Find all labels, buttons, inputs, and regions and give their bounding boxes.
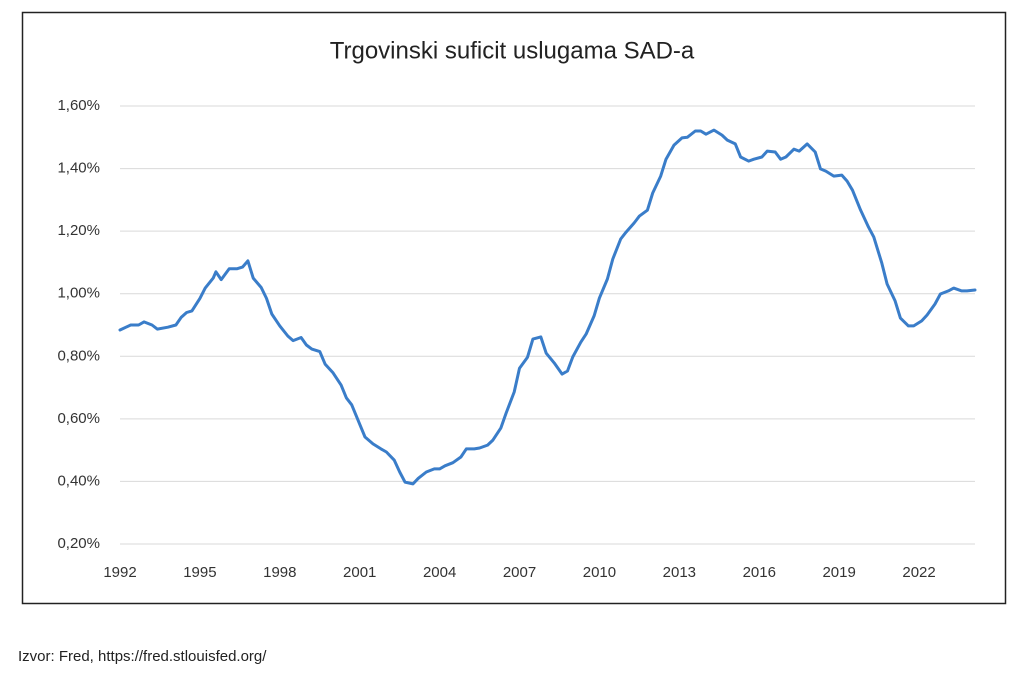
y-tick-label: 1,20% [57,222,100,239]
y-tick-label: 0,20% [57,535,100,552]
x-tick-label: 2019 [822,564,855,581]
y-tick-label: 0,60% [57,410,100,427]
chart-frame [21,11,1007,605]
source-note: Izvor: Fred, https://fred.stlouisfed.org… [18,648,267,665]
x-tick-label: 1992 [103,564,136,581]
x-tick-label: 1998 [263,564,296,581]
data-line [118,128,977,486]
y-tick-label: 1,40% [57,160,100,177]
chart-title: Trgovinski suficit uslugama SAD-a [330,37,695,64]
x-tick-label: 2022 [902,564,935,581]
y-tick-label: 0,40% [57,472,100,489]
x-tick-label: 2001 [343,564,376,581]
x-tick-label: 2016 [743,564,776,581]
y-tick-label: 1,60% [57,97,100,114]
x-tick-label: 2004 [423,564,456,581]
y-tick-label: 1,00% [57,285,100,302]
y-tick-label: 0,80% [57,347,100,364]
x-tick-label: 2007 [503,564,536,581]
x-tick-label: 2013 [663,564,696,581]
x-tick-label: 2010 [583,564,616,581]
x-tick-label: 1995 [183,564,216,581]
